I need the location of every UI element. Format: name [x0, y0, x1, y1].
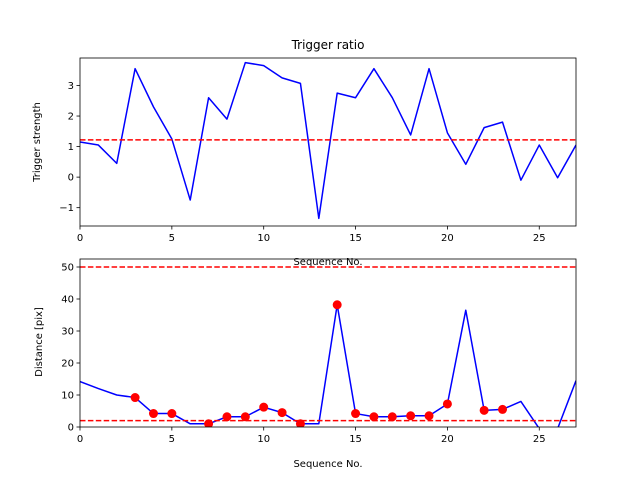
y-tick-label: 30 — [61, 327, 74, 338]
series-line — [80, 61, 576, 220]
x-axis-label: Sequence No. — [293, 459, 362, 470]
data-point-marker — [295, 419, 305, 427]
data-point-marker — [277, 408, 287, 418]
y-tick-label: 0 — [68, 173, 74, 184]
x-tick-label: 25 — [533, 434, 546, 445]
plot-content — [80, 61, 576, 220]
y-tick-label: 10 — [61, 391, 74, 402]
data-point-marker — [351, 409, 361, 419]
data-point-marker — [387, 412, 397, 422]
y-tick-label: 0 — [68, 423, 74, 434]
data-point-marker — [424, 411, 434, 421]
y-tick-label: 2 — [68, 112, 74, 123]
y-axis-label: Trigger strength — [32, 102, 43, 183]
x-tick-label: 10 — [257, 434, 270, 445]
y-tick-label: 50 — [61, 263, 74, 274]
x-tick-label: 25 — [533, 233, 546, 244]
data-point-marker — [369, 412, 379, 422]
x-axis-label: Sequence No. — [293, 257, 362, 268]
data-point-marker — [204, 419, 214, 427]
data-point-marker — [406, 411, 416, 421]
data-point-marker — [442, 399, 452, 409]
data-point-marker — [130, 393, 140, 403]
series-line — [80, 304, 576, 427]
plot-content — [80, 266, 576, 427]
x-tick-label: 20 — [441, 233, 454, 244]
data-point-marker — [479, 405, 489, 415]
x-tick-label: 0 — [77, 233, 83, 244]
x-tick-label: 10 — [257, 233, 270, 244]
y-tick-label: 3 — [68, 81, 74, 92]
y-tick-label: 20 — [61, 359, 74, 370]
data-point-marker — [148, 409, 158, 419]
axes-frame — [79, 258, 577, 428]
chart-distance: Distance [pix] Sequence No. 0 5 10 15 20 25 0 1… — [34, 258, 577, 470]
data-point-marker — [167, 409, 177, 419]
x-tick-label: 5 — [169, 233, 175, 244]
plot-area-trigger-strength: 0 5 10 15 20 25 −1 0 1 2 3 — [59, 57, 577, 244]
data-point-marker — [498, 404, 508, 414]
x-tick-label: 5 — [169, 434, 175, 445]
chart-title: Trigger ratio — [291, 38, 365, 52]
y-tick-label: −1 — [59, 203, 74, 214]
plot-area-distance: 0 5 10 15 20 25 0 10 20 30 40 50 — [61, 258, 577, 445]
chart-trigger-ratio: Trigger ratio Trigger strength Sequence … — [32, 38, 577, 268]
data-point-marker — [259, 402, 269, 412]
y-axis-label: Distance [pix] — [34, 307, 45, 377]
x-tick-label: 15 — [349, 233, 362, 244]
x-tick-label: 15 — [349, 434, 362, 445]
y-tick-label: 1 — [68, 142, 74, 153]
data-point-marker — [240, 412, 250, 422]
x-tick-label: 0 — [77, 434, 83, 445]
data-point-marker — [332, 300, 342, 310]
axes-frame — [79, 57, 577, 227]
data-point-marker — [222, 412, 232, 422]
y-tick-label: 40 — [61, 295, 74, 306]
x-tick-label: 20 — [441, 434, 454, 445]
